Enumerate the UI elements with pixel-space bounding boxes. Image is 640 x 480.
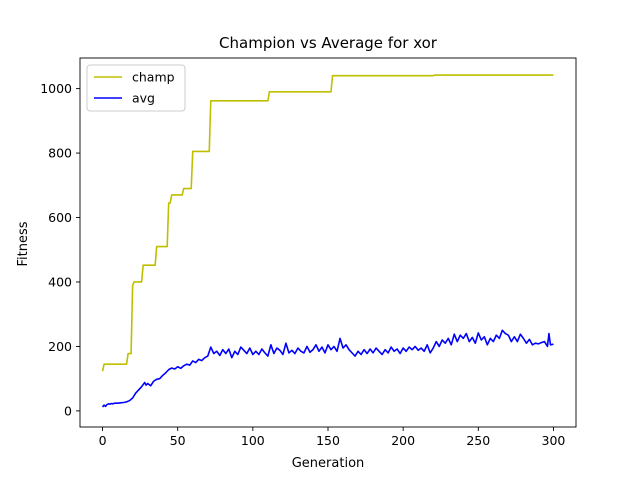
x-tick-label: 200: [391, 433, 415, 448]
x-tick-label: 300: [542, 433, 566, 448]
y-tick-label: 0: [64, 403, 72, 418]
axes: 0 50 100 150 200 250 300 0 200 400 600 800 1000: [40, 57, 577, 448]
series-line-champ: [101, 74, 554, 372]
chart-title: Champion vs Average for xor: [219, 34, 438, 52]
series-line-avg: [101, 329, 554, 408]
x-tick-label: 0: [99, 433, 107, 448]
x-axis-label: Generation: [292, 456, 365, 471]
y-tick-label: 400: [48, 274, 72, 289]
y-tick-label: 600: [48, 210, 72, 225]
y-tick-label: 800: [48, 146, 72, 161]
y-tick-label: 200: [48, 339, 72, 354]
x-tick-label: 150: [316, 433, 340, 448]
legend: champ avg: [86, 64, 186, 112]
x-tick-label: 250: [466, 433, 490, 448]
y-tick-label: 1000: [40, 81, 72, 96]
y-axis-label: Fitness: [16, 221, 31, 266]
legend-label-avg: avg: [132, 91, 155, 106]
x-tick-label: 100: [241, 433, 265, 448]
plot-area: [101, 74, 554, 408]
x-tick-label: 50: [170, 433, 186, 448]
legend-label-champ: champ: [132, 70, 175, 85]
